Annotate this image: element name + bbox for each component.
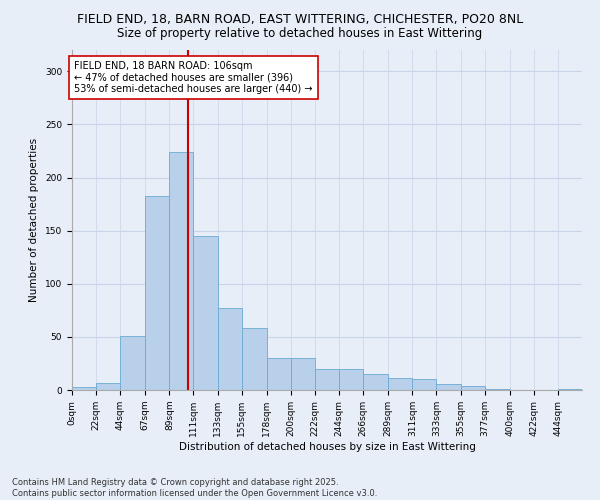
Bar: [267, 358, 291, 390]
Bar: [218, 308, 242, 390]
Bar: [96, 382, 120, 390]
X-axis label: Distribution of detached houses by size in East Wittering: Distribution of detached houses by size …: [179, 442, 475, 452]
Bar: [412, 380, 436, 390]
Bar: [193, 236, 218, 390]
Y-axis label: Number of detached properties: Number of detached properties: [29, 138, 40, 302]
Bar: [558, 389, 582, 390]
Bar: [485, 389, 510, 390]
Bar: [120, 336, 145, 390]
Bar: [363, 374, 388, 390]
Bar: [72, 387, 96, 390]
Bar: [291, 358, 315, 390]
Bar: [436, 384, 461, 390]
Bar: [388, 378, 412, 390]
Text: FIELD END, 18 BARN ROAD: 106sqm
← 47% of detached houses are smaller (396)
53% o: FIELD END, 18 BARN ROAD: 106sqm ← 47% of…: [74, 60, 313, 94]
Bar: [145, 196, 169, 390]
Text: Contains HM Land Registry data © Crown copyright and database right 2025.
Contai: Contains HM Land Registry data © Crown c…: [12, 478, 377, 498]
Bar: [169, 152, 193, 390]
Text: Size of property relative to detached houses in East Wittering: Size of property relative to detached ho…: [118, 28, 482, 40]
Text: FIELD END, 18, BARN ROAD, EAST WITTERING, CHICHESTER, PO20 8NL: FIELD END, 18, BARN ROAD, EAST WITTERING…: [77, 12, 523, 26]
Bar: [315, 369, 339, 390]
Bar: [339, 369, 363, 390]
Bar: [242, 328, 267, 390]
Bar: [461, 386, 485, 390]
